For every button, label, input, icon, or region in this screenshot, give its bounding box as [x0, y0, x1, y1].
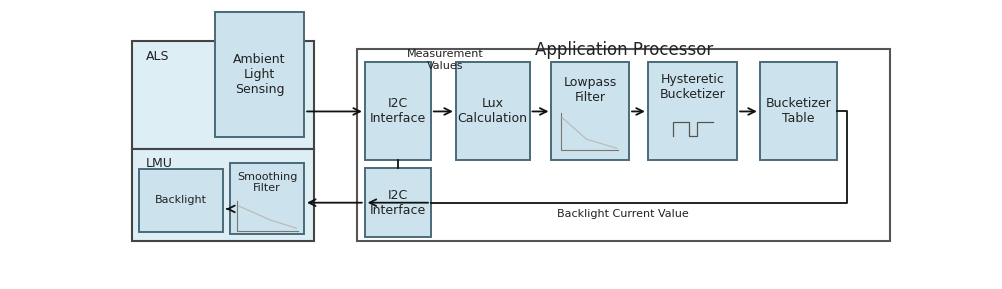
FancyBboxPatch shape [131, 41, 314, 149]
FancyBboxPatch shape [214, 12, 304, 137]
Text: ALS: ALS [145, 51, 169, 63]
FancyBboxPatch shape [455, 62, 529, 160]
Text: Measurement
Values: Measurement Values [407, 49, 484, 71]
Text: Backlight Current Value: Backlight Current Value [556, 209, 687, 219]
FancyBboxPatch shape [230, 163, 304, 234]
Text: Application Processor: Application Processor [534, 41, 712, 59]
Text: Lowpass
Filter: Lowpass Filter [563, 76, 616, 104]
Text: Ambient
Light
Sensing: Ambient Light Sensing [233, 53, 286, 96]
Text: I2C
Interface: I2C Interface [370, 97, 426, 125]
FancyBboxPatch shape [139, 169, 223, 231]
FancyBboxPatch shape [759, 62, 837, 160]
Text: Backlight: Backlight [155, 195, 207, 205]
FancyBboxPatch shape [131, 149, 314, 240]
FancyBboxPatch shape [647, 62, 736, 160]
Text: I2C
Interface: I2C Interface [370, 189, 426, 217]
Text: Lux
Calculation: Lux Calculation [457, 97, 527, 125]
Text: Smoothing
Filter: Smoothing Filter [236, 172, 298, 193]
Text: Hysteretic
Bucketizer: Hysteretic Bucketizer [659, 73, 724, 101]
Text: Bucketizer
Table: Bucketizer Table [765, 97, 831, 125]
Text: LMU: LMU [145, 157, 172, 170]
FancyBboxPatch shape [365, 168, 431, 237]
FancyBboxPatch shape [365, 62, 431, 160]
FancyBboxPatch shape [551, 62, 628, 160]
